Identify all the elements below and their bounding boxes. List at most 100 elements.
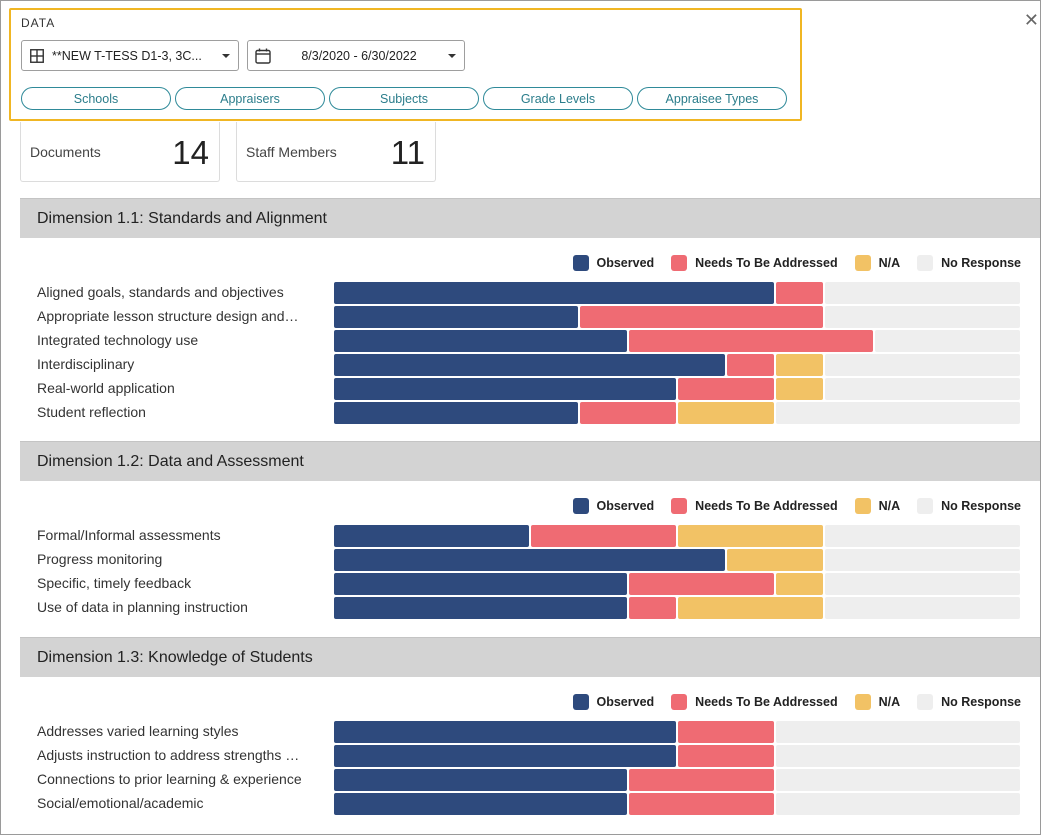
observed-segment[interactable] — [334, 330, 627, 352]
legend-label: N/A — [878, 695, 901, 709]
legend-label: Needs To Be Addressed — [695, 256, 838, 270]
needs-addressed-segment[interactable] — [776, 282, 824, 304]
close-icon[interactable]: ✕ — [1023, 10, 1039, 30]
legend-swatch — [572, 694, 589, 710]
no-response-segment[interactable] — [874, 330, 1020, 352]
legend-item: No Response — [917, 694, 1021, 710]
appraisee-types-filter-button[interactable]: Appraisee Types — [637, 87, 787, 110]
no-response-segment[interactable] — [776, 402, 1020, 424]
appraisers-filter-button[interactable]: Appraisers — [175, 87, 325, 110]
bar-track — [334, 549, 1022, 571]
observed-segment[interactable] — [334, 378, 676, 400]
observed-segment[interactable] — [334, 402, 578, 424]
observed-segment[interactable] — [334, 793, 627, 815]
chart-row: Specific, timely feedback — [20, 573, 1040, 595]
dimension-title: Dimension 1.3: Knowledge of Students — [20, 637, 1040, 677]
row-label: Formal/Informal assessments — [37, 527, 221, 543]
observed-segment[interactable] — [334, 306, 578, 328]
schools-filter-button[interactable]: Schools — [21, 87, 171, 110]
no-response-segment[interactable] — [776, 793, 1020, 815]
stat-value: 11 — [390, 134, 425, 171]
observed-segment[interactable] — [334, 721, 676, 743]
observed-segment[interactable] — [334, 769, 627, 791]
observed-segment[interactable] — [334, 745, 676, 767]
bar-track — [334, 769, 1022, 791]
observed-segment[interactable] — [334, 549, 726, 571]
bar-track — [334, 745, 1022, 767]
observed-segment[interactable] — [334, 354, 726, 376]
needs-addressed-segment[interactable] — [678, 745, 775, 767]
na-segment[interactable] — [776, 378, 824, 400]
dimension-section: Dimension 1.1: Standards and Alignment Ob… — [20, 198, 1040, 442]
no-response-segment[interactable] — [825, 525, 1020, 547]
observed-segment[interactable] — [334, 597, 627, 619]
observed-segment[interactable] — [334, 282, 775, 304]
na-segment[interactable] — [678, 597, 824, 619]
na-segment[interactable] — [776, 354, 824, 376]
calendar-icon — [248, 48, 278, 64]
observed-segment[interactable] — [334, 525, 529, 547]
legend-item: N/A — [854, 694, 901, 710]
legend-label: Observed — [596, 256, 655, 270]
needs-addressed-segment[interactable] — [628, 793, 775, 815]
chart-row: Student reflection — [20, 402, 1040, 424]
bar-track — [334, 330, 1022, 352]
date-range-value: 8/3/2020 - 6/30/2022 — [301, 48, 417, 63]
legend-swatch — [917, 498, 934, 514]
data-source-dropdown[interactable]: **NEW T-TESS D1-3, 3C... — [21, 40, 239, 71]
no-response-segment[interactable] — [776, 769, 1020, 791]
no-response-segment[interactable] — [776, 721, 1020, 743]
no-response-segment[interactable] — [825, 573, 1020, 595]
legend-item: Observed — [572, 255, 655, 271]
dimension-title: Dimension 1.2: Data and Assessment — [20, 441, 1040, 481]
bar-track — [334, 354, 1022, 376]
bar-track — [334, 573, 1022, 595]
legend-item: No Response — [917, 255, 1021, 271]
needs-addressed-segment[interactable] — [579, 306, 824, 328]
date-range-dropdown[interactable]: 8/3/2020 - 6/30/2022 — [247, 40, 465, 71]
grade-levels-filter-button[interactable]: Grade Levels — [483, 87, 633, 110]
row-label: Use of data in planning instruction — [37, 599, 248, 615]
legend-item: Needs To Be Addressed — [671, 255, 838, 271]
legend-swatch — [671, 498, 688, 514]
na-segment[interactable] — [678, 402, 775, 424]
bar-track — [334, 597, 1022, 619]
no-response-segment[interactable] — [825, 306, 1020, 328]
na-segment[interactable] — [727, 549, 824, 571]
legend-swatch — [854, 498, 871, 514]
no-response-segment[interactable] — [825, 597, 1020, 619]
needs-addressed-segment[interactable] — [678, 721, 775, 743]
legend-item: No Response — [917, 498, 1021, 514]
legend-label: No Response — [941, 256, 1021, 270]
legend-label: N/A — [878, 499, 901, 513]
no-response-segment[interactable] — [825, 549, 1020, 571]
legend-item: Observed — [572, 694, 654, 710]
bar-track — [334, 378, 1022, 400]
no-response-segment[interactable] — [825, 354, 1020, 376]
no-response-segment[interactable] — [776, 745, 1020, 767]
subjects-filter-button[interactable]: Subjects — [329, 87, 479, 110]
legend-item: Needs To Be Addressed — [671, 498, 838, 514]
observed-segment[interactable] — [334, 573, 627, 595]
needs-addressed-segment[interactable] — [628, 330, 873, 352]
chart-row: Adjusts instruction to address strengths… — [20, 745, 1040, 767]
needs-addressed-segment[interactable] — [628, 597, 676, 619]
na-segment[interactable] — [776, 573, 824, 595]
needs-addressed-segment[interactable] — [579, 402, 676, 424]
row-label: Real-world application — [37, 380, 175, 396]
chevron-down-icon — [440, 53, 464, 59]
chart-legend: Observed Needs To Be Addressed N/A No Respo… — [556, 255, 1021, 271]
row-label: Integrated technology use — [37, 332, 199, 348]
needs-addressed-segment[interactable] — [628, 573, 775, 595]
legend-swatch — [671, 255, 688, 271]
needs-addressed-segment[interactable] — [678, 378, 775, 400]
chart-legend: Observed Needs To Be Addressed N/A No Respo… — [556, 694, 1021, 710]
needs-addressed-segment[interactable] — [530, 525, 676, 547]
dimension-section: Dimension 1.3: Knowledge of Students Obse… — [20, 637, 1040, 833]
needs-addressed-segment[interactable] — [628, 769, 775, 791]
bar-track — [334, 721, 1022, 743]
no-response-segment[interactable] — [825, 282, 1020, 304]
needs-addressed-segment[interactable] — [727, 354, 775, 376]
na-segment[interactable] — [678, 525, 824, 547]
no-response-segment[interactable] — [825, 378, 1020, 400]
